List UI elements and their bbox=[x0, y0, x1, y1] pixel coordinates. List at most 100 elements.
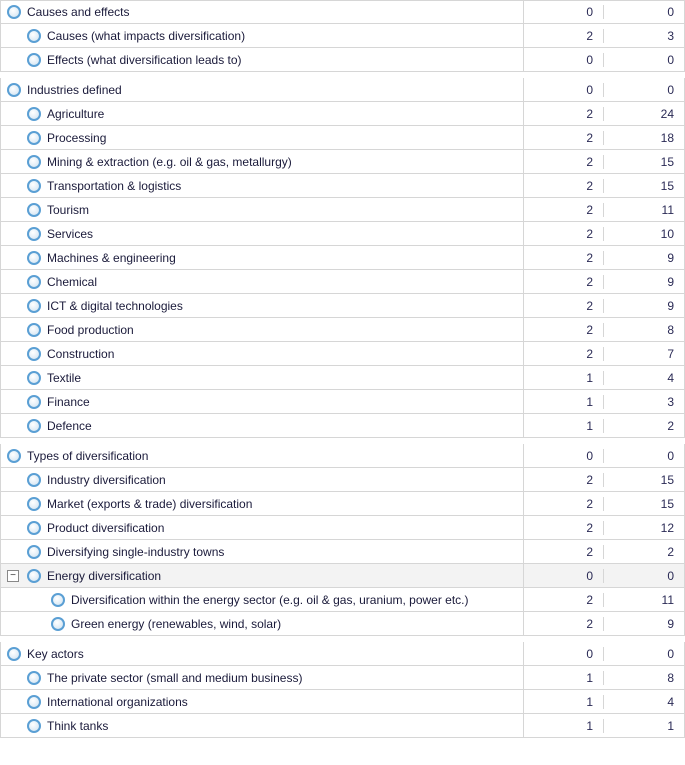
tree-row[interactable]: Machines & engineering29 bbox=[0, 246, 685, 270]
tree-label: Product diversification bbox=[47, 521, 164, 535]
tree-indent bbox=[1, 342, 27, 365]
tree-row[interactable]: Types of diversification00 bbox=[0, 444, 685, 468]
tree-label: International organizations bbox=[47, 695, 188, 709]
tree-label: Industry diversification bbox=[47, 473, 166, 487]
tree-indent bbox=[1, 366, 27, 389]
tree-label: Processing bbox=[47, 131, 106, 145]
tree-indent bbox=[1, 642, 7, 665]
count-col-1: 2 bbox=[524, 521, 604, 535]
tree-indent bbox=[1, 222, 27, 245]
tree-label: Transportation & logistics bbox=[47, 179, 181, 193]
tree-row[interactable]: Diversifying single-industry towns22 bbox=[0, 540, 685, 564]
node-icon bbox=[27, 521, 41, 535]
count-col-1: 0 bbox=[524, 569, 604, 583]
node-icon bbox=[27, 569, 41, 583]
tree-row[interactable]: Mining & extraction (e.g. oil & gas, met… bbox=[0, 150, 685, 174]
count-col-2: 0 bbox=[604, 53, 684, 67]
count-col-1: 2 bbox=[524, 299, 604, 313]
node-icon bbox=[27, 203, 41, 217]
count-col-2: 0 bbox=[604, 647, 684, 661]
count-col-2: 8 bbox=[604, 323, 684, 337]
count-col-2: 8 bbox=[604, 671, 684, 685]
expand-toggle-icon[interactable]: − bbox=[7, 570, 19, 582]
tree-label-cell: Construction bbox=[1, 342, 524, 365]
node-icon bbox=[7, 83, 21, 97]
tree-row[interactable]: Think tanks11 bbox=[0, 714, 685, 738]
tree-label: Green energy (renewables, wind, solar) bbox=[71, 617, 281, 631]
node-icon bbox=[27, 179, 41, 193]
tree-label-cell: Types of diversification bbox=[1, 444, 524, 467]
tree-row[interactable]: Transportation & logistics215 bbox=[0, 174, 685, 198]
tree-row[interactable]: Construction27 bbox=[0, 342, 685, 366]
count-col-1: 0 bbox=[524, 53, 604, 67]
tree-label-cell: ICT & digital technologies bbox=[1, 294, 524, 317]
tree-indent bbox=[1, 102, 27, 125]
tree-label-cell: Food production bbox=[1, 318, 524, 341]
count-col-2: 24 bbox=[604, 107, 684, 121]
count-col-1: 1 bbox=[524, 671, 604, 685]
tree-label: Causes (what impacts diversification) bbox=[47, 29, 245, 43]
tree-label-cell: Market (exports & trade) diversification bbox=[1, 492, 524, 515]
tree-label-cell: Finance bbox=[1, 390, 524, 413]
tree-label-cell: Product diversification bbox=[1, 516, 524, 539]
tree-row[interactable]: ICT & digital technologies29 bbox=[0, 294, 685, 318]
count-col-1: 1 bbox=[524, 719, 604, 733]
count-col-1: 2 bbox=[524, 227, 604, 241]
tree-row[interactable]: Services210 bbox=[0, 222, 685, 246]
node-icon bbox=[27, 497, 41, 511]
tree-indent bbox=[1, 78, 7, 101]
count-col-2: 15 bbox=[604, 497, 684, 511]
tree-row[interactable]: Causes (what impacts diversification)23 bbox=[0, 24, 685, 48]
node-icon bbox=[27, 695, 41, 709]
count-col-2: 9 bbox=[604, 275, 684, 289]
tree-row[interactable]: Key actors00 bbox=[0, 642, 685, 666]
tree-row[interactable]: Effects (what diversification leads to) 0… bbox=[0, 48, 685, 72]
count-col-2: 2 bbox=[604, 419, 684, 433]
tree-label-cell: Diversifying single-industry towns bbox=[1, 540, 524, 563]
tree-row[interactable]: Tourism211 bbox=[0, 198, 685, 222]
tree-label-cell: Defence bbox=[1, 414, 524, 437]
node-icon bbox=[7, 5, 21, 19]
node-icon bbox=[27, 53, 41, 67]
tree-label: Mining & extraction (e.g. oil & gas, met… bbox=[47, 155, 292, 169]
tree-row[interactable]: Market (exports & trade) diversification… bbox=[0, 492, 685, 516]
tree-label: Market (exports & trade) diversification bbox=[47, 497, 252, 511]
count-col-1: 2 bbox=[524, 617, 604, 631]
tree-indent bbox=[1, 48, 27, 71]
tree-row[interactable]: Industries defined00 bbox=[0, 78, 685, 102]
tree-row[interactable]: International organizations14 bbox=[0, 690, 685, 714]
tree-indent bbox=[1, 540, 27, 563]
tree-row[interactable]: Diversification within the energy sector… bbox=[0, 588, 685, 612]
tree-row[interactable]: Textile14 bbox=[0, 366, 685, 390]
tree-row[interactable]: Green energy (renewables, wind, solar)29 bbox=[0, 612, 685, 636]
count-col-1: 2 bbox=[524, 497, 604, 511]
tree-row[interactable]: Agriculture224 bbox=[0, 102, 685, 126]
node-icon bbox=[27, 155, 41, 169]
tree-row[interactable]: Industry diversification215 bbox=[0, 468, 685, 492]
count-col-2: 11 bbox=[604, 593, 684, 607]
tree-row[interactable]: Chemical29 bbox=[0, 270, 685, 294]
tree-indent bbox=[1, 270, 27, 293]
count-col-1: 2 bbox=[524, 347, 604, 361]
tree-label: Finance bbox=[47, 395, 90, 409]
node-icon bbox=[7, 449, 21, 463]
tree-row[interactable]: Processing218 bbox=[0, 126, 685, 150]
tree-indent bbox=[1, 588, 51, 611]
tree-row[interactable]: Food production28 bbox=[0, 318, 685, 342]
count-col-2: 4 bbox=[604, 695, 684, 709]
count-col-1: 0 bbox=[524, 647, 604, 661]
count-col-2: 18 bbox=[604, 131, 684, 145]
tree-row[interactable]: Product diversification212 bbox=[0, 516, 685, 540]
count-col-2: 15 bbox=[604, 155, 684, 169]
tree-row[interactable]: Defence12 bbox=[0, 414, 685, 438]
tree-label: ICT & digital technologies bbox=[47, 299, 183, 313]
tree-label: Tourism bbox=[47, 203, 89, 217]
count-col-1: 2 bbox=[524, 251, 604, 265]
tree-row[interactable]: The private sector (small and medium bus… bbox=[0, 666, 685, 690]
tree-row[interactable]: −Energy diversification00 bbox=[0, 564, 685, 588]
tree-row[interactable]: Causes and effects00 bbox=[0, 0, 685, 24]
tree-indent bbox=[1, 690, 27, 713]
tree-indent bbox=[1, 612, 51, 635]
tree-row[interactable]: Finance13 bbox=[0, 390, 685, 414]
tree-label: Effects (what diversification leads to) bbox=[47, 53, 242, 67]
